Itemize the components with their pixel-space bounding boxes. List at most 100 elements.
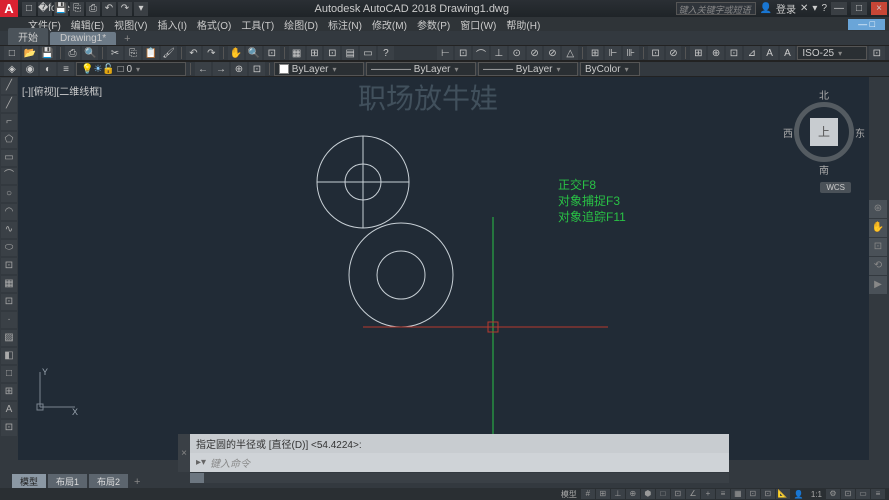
close-button[interactable]: × <box>871 2 887 15</box>
status-anno-icon[interactable]: 📐 <box>776 489 790 499</box>
status-grid-icon[interactable]: # <box>581 489 595 499</box>
status-clean-icon[interactable]: ▭ <box>856 489 870 499</box>
zoomextents-icon[interactable]: ⊡ <box>869 238 887 256</box>
mtext-tool-icon[interactable]: A <box>1 402 17 418</box>
user-icon[interactable]: 👤 <box>760 3 772 14</box>
nav-match-icon[interactable]: ⊡ <box>249 62 265 76</box>
login-label[interactable]: 登录 <box>776 1 796 16</box>
status-people-icon[interactable]: 👤 <box>791 490 807 499</box>
dim-angle-icon[interactable]: △ <box>562 46 578 60</box>
dim-base-icon[interactable]: ⊩ <box>605 46 621 60</box>
tb-preview-icon[interactable]: 🔍 <box>82 46 98 60</box>
dim-ord-icon[interactable]: ⊥ <box>491 46 507 60</box>
tb-prop-icon[interactable]: ▦ <box>289 46 305 60</box>
status-lwt-icon[interactable]: ≡ <box>716 489 730 499</box>
dim-cont-icon[interactable]: ⊪ <box>623 46 639 60</box>
dim-tol-icon[interactable]: ⊞ <box>690 46 706 60</box>
block-tool-icon[interactable]: ⊡ <box>1 294 17 310</box>
help-search-input[interactable]: 键入关键字或短语 <box>676 2 756 15</box>
layer-prev-icon[interactable]: ≡ <box>58 62 74 76</box>
tb-paste-icon[interactable]: 📋 <box>143 46 159 60</box>
menu-edit[interactable]: 编辑(E) <box>67 17 108 32</box>
tb-zoomext-icon[interactable]: ⊡ <box>264 46 280 60</box>
cmdline-close-icon[interactable]: × <box>178 434 190 472</box>
layout-add-button[interactable]: + <box>130 476 144 488</box>
lineweight-dropdown[interactable]: ——— ByLayer <box>478 62 578 76</box>
dim-space-icon[interactable]: ⊡ <box>648 46 664 60</box>
viewcube-face-top[interactable]: 上 <box>810 118 838 146</box>
menu-dimension[interactable]: 标注(N) <box>324 17 366 32</box>
wcs-badge[interactable]: WCS <box>820 182 851 193</box>
viewcube-east[interactable]: 东 <box>855 125 865 140</box>
dim-tedit-icon[interactable]: A <box>780 46 796 60</box>
tab-layout2[interactable]: 布局2 <box>89 474 128 489</box>
tb-dc-icon[interactable]: ⊞ <box>307 46 323 60</box>
menu-insert[interactable]: 插入(I) <box>153 17 190 32</box>
dim-diam-icon[interactable]: ⊘ <box>544 46 560 60</box>
menu-view[interactable]: 视图(V) <box>110 17 151 32</box>
status-model[interactable]: 模型 <box>558 489 580 500</box>
dimstyle-mgr-icon[interactable]: ⊡ <box>869 46 885 60</box>
tb-markup-icon[interactable]: ▭ <box>360 46 376 60</box>
qat-dropdown-icon[interactable]: ▾ <box>134 2 148 16</box>
tab-drawing1[interactable]: Drawing1* <box>50 32 116 45</box>
hatch-tool-icon[interactable]: ▨ <box>1 330 17 346</box>
rect-tool-icon[interactable]: ▭ <box>1 150 17 166</box>
line-tool-icon[interactable]: ╱ <box>1 78 17 94</box>
xline-tool-icon[interactable]: ╱ <box>1 96 17 112</box>
status-dyn-icon[interactable]: + <box>701 489 715 499</box>
help-icon[interactable]: ? <box>821 3 827 14</box>
tb-open-icon[interactable]: 📂 <box>22 46 38 60</box>
status-tpy-icon[interactable]: ▦ <box>731 489 745 499</box>
nav-back-icon[interactable]: ← <box>195 62 211 76</box>
spline-tool-icon[interactable]: ∿ <box>1 222 17 238</box>
doc-window-controls[interactable]: — □ <box>848 19 885 30</box>
scroll-thumb[interactable] <box>190 473 204 483</box>
viewcube[interactable]: 上 北 南 西 东 <box>789 87 859 177</box>
viewcube-south[interactable]: 南 <box>819 162 829 177</box>
menu-draw[interactable]: 绘图(D) <box>280 17 322 32</box>
menu-parametric[interactable]: 参数(P) <box>413 17 454 32</box>
qat-open-icon[interactable]: �folders <box>38 2 52 16</box>
orbit-icon[interactable]: ⟲ <box>869 257 887 275</box>
polygon-tool-icon[interactable]: ⬠ <box>1 132 17 148</box>
status-gear-icon[interactable]: ⚙ <box>826 489 840 499</box>
arc-tool-icon[interactable]: ⌒ <box>1 168 17 184</box>
status-sc-icon[interactable]: ⊡ <box>761 489 775 499</box>
linetype-dropdown[interactable]: ———— ByLayer <box>366 62 476 76</box>
cmdline-input[interactable]: ▸▾ 键入命令 <box>190 453 729 472</box>
menu-window[interactable]: 窗口(W) <box>456 17 500 32</box>
showmotion-icon[interactable]: ▶ <box>869 276 887 294</box>
revcloud-tool-icon[interactable]: ◠ <box>1 204 17 220</box>
dim-jogline-icon[interactable]: ⊿ <box>744 46 760 60</box>
pan-icon[interactable]: ✋ <box>869 219 887 237</box>
dim-quick-icon[interactable]: ⊞ <box>587 46 603 60</box>
pline-tool-icon[interactable]: ⌐ <box>1 114 17 130</box>
dim-arc-icon[interactable]: ⌒ <box>473 46 489 60</box>
minimize-button[interactable]: — <box>831 2 847 15</box>
exchange-icon[interactable]: ✕ <box>800 3 808 14</box>
tb-copy-icon[interactable]: ⎘ <box>125 46 141 60</box>
insert-tool-icon[interactable]: ▦ <box>1 276 17 292</box>
status-3dosnap-icon[interactable]: ⊡ <box>671 489 685 499</box>
dim-edit-icon[interactable]: A <box>762 46 778 60</box>
menu-modify[interactable]: 修改(M) <box>368 17 411 32</box>
tb-match-icon[interactable]: 🖌 <box>161 46 177 60</box>
status-qp-icon[interactable]: ⊡ <box>746 489 760 499</box>
ellipsearc-tool-icon[interactable]: ⊡ <box>1 258 17 274</box>
status-polar-icon[interactable]: ⊕ <box>626 489 640 499</box>
nav-make-icon[interactable]: ⊕ <box>231 62 247 76</box>
tab-start[interactable]: 开始 <box>8 28 48 45</box>
qat-undo-icon[interactable]: ↶ <box>102 2 116 16</box>
menu-format[interactable]: 格式(O) <box>193 17 235 32</box>
tb-zoom-icon[interactable]: 🔍 <box>246 46 262 60</box>
plotstyle-dropdown[interactable]: ByColor <box>580 62 640 76</box>
qat-redo-icon[interactable]: ↷ <box>118 2 132 16</box>
dim-center-icon[interactable]: ⊕ <box>708 46 724 60</box>
status-ortho-icon[interactable]: ⊥ <box>611 489 625 499</box>
dim-linear-icon[interactable]: ⊢ <box>437 46 453 60</box>
dim-inspect-icon[interactable]: ⊡ <box>726 46 742 60</box>
region-tool-icon[interactable]: □ <box>1 366 17 382</box>
qat-plot-icon[interactable]: ⎙ <box>86 2 100 16</box>
layer-mgr-icon[interactable]: ◈ <box>4 62 20 76</box>
